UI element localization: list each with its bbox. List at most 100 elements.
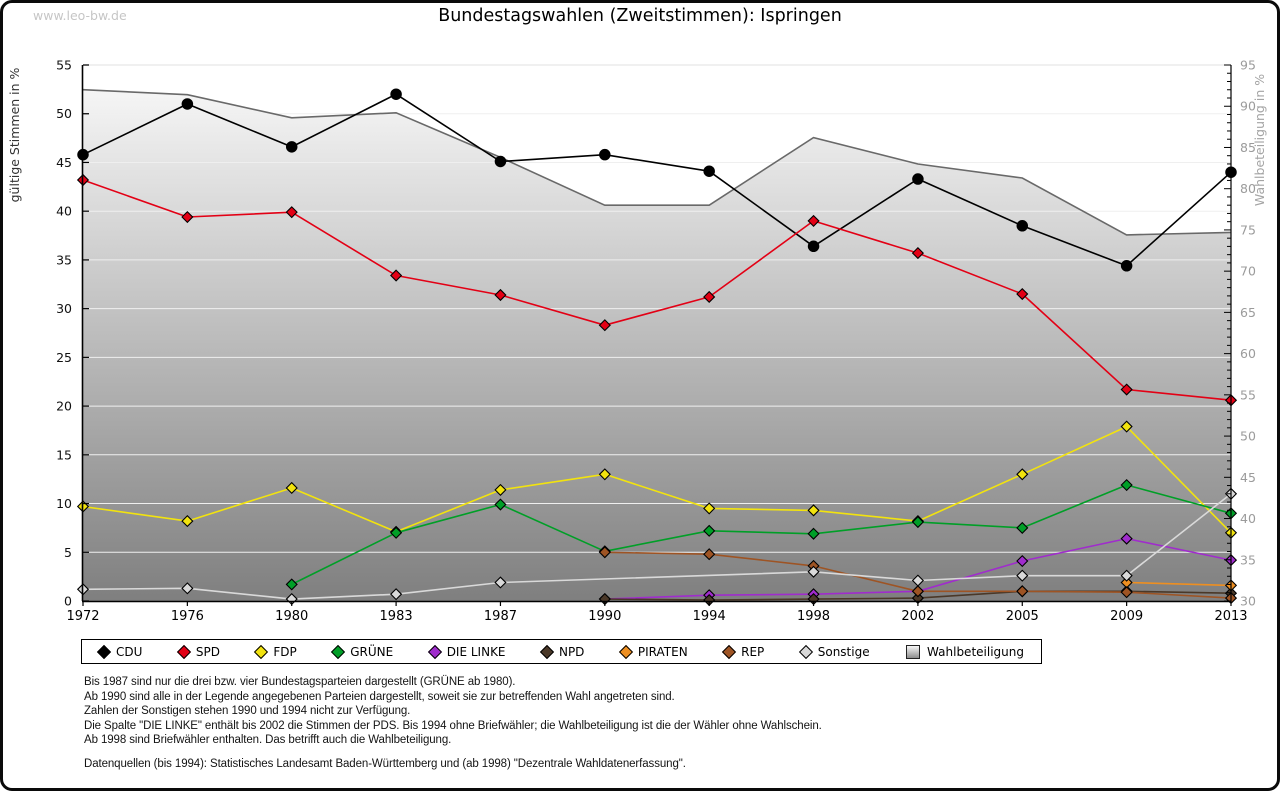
marker-fdp-1987	[494, 483, 507, 496]
series-line-piraten	[1126, 581, 1232, 587]
left-tick-label-30: 30	[56, 301, 72, 316]
legend-item-rep: REP	[722, 644, 764, 659]
series-line-gr-ne	[291, 484, 1232, 586]
marker-cdu-1987	[494, 155, 507, 168]
marker-spd-1983	[390, 269, 403, 282]
marker-fdp-1998	[807, 504, 820, 517]
legend-diamond-marker-die-linke	[427, 644, 442, 659]
legend-label-sonstige: Sonstige	[817, 644, 870, 659]
marker-spd-1980	[285, 206, 298, 219]
legend-item-spd: SPD	[176, 644, 220, 659]
marker-cdu-2009	[1120, 260, 1133, 272]
legend-label-gr-ne: GRÜNE	[350, 644, 394, 659]
right-tick-label-90: 90	[1240, 99, 1256, 114]
marker-cdu-2002	[912, 173, 924, 185]
left-tick-label-20: 20	[56, 399, 72, 414]
right-tick-label-60: 60	[1240, 346, 1256, 361]
footnote-line-2: Ab 1990 sind alle in der Legende angegeb…	[84, 690, 675, 703]
turnout-area	[83, 89, 1231, 601]
series-line-cdu	[82, 93, 1232, 267]
right-tick-label-70: 70	[1240, 264, 1256, 279]
marker-gr-ne-1994	[703, 524, 716, 537]
legend-label-cdu: CDU	[116, 644, 143, 659]
legend-diamond-marker-cdu	[96, 644, 112, 659]
legend-square-marker-wahlbeteiligung	[906, 644, 921, 659]
legend-item-npd: NPD	[539, 644, 584, 659]
marker-rep-1994	[703, 548, 716, 561]
left-tick-label-15: 15	[56, 447, 72, 462]
x-tick-label-1980: 1980	[275, 609, 308, 624]
x-tick-label-2013: 2013	[1214, 609, 1247, 624]
marker-sonstige-2009	[1120, 569, 1133, 582]
right-tick-label-55: 55	[1240, 387, 1256, 402]
axes: 0 5 10 15 20 25 30 35 40 45 50 55 30 35 40 45 50 55 60 65 70…	[7, 58, 1267, 625]
right-tick-label-85: 85	[1240, 140, 1256, 155]
x-tick-label-2009: 2009	[1110, 609, 1143, 624]
watermark-leo-bw: www.leo-bw.de	[33, 8, 127, 23]
left-tick-label-25: 25	[56, 350, 72, 365]
right-tick-label-75: 75	[1240, 222, 1256, 237]
series-sonstige	[76, 487, 1238, 606]
x-tick-label-2002: 2002	[901, 609, 934, 624]
marker-gr-ne-2002	[911, 515, 924, 529]
marker-spd-1994	[703, 290, 716, 304]
chart-title: Bundestagswahlen (Zweitstimmen): Ispring…	[438, 6, 842, 26]
legend-label-die-linke: DIE LINKE	[446, 644, 506, 659]
legend-label-spd: SPD	[195, 644, 220, 659]
marker-cdu-1998	[807, 240, 820, 253]
marker-spd-1998	[807, 214, 820, 228]
series-cdu	[77, 88, 1237, 272]
left-axis-title: gültige Stimmen in %	[7, 67, 22, 202]
footnotes: Bis 1987 sind nur die drei bzw. vier Bun…	[84, 675, 822, 771]
left-tick-label-40: 40	[56, 204, 72, 219]
legend-item-sonstige: Sonstige	[798, 644, 870, 659]
x-tick-label-2005: 2005	[1006, 609, 1039, 624]
legend-diamond-marker-spd	[176, 644, 191, 659]
legend-diamond-marker-fdp	[254, 644, 269, 659]
legend-label-wahlbeteiligung: Wahlbeteiligung	[927, 644, 1024, 659]
series-spd	[76, 173, 1238, 407]
legend-item-gr-ne: GRÜNE	[331, 644, 394, 659]
marker-gr-ne-1998	[807, 527, 820, 540]
left-tick-label-0: 0	[64, 594, 72, 609]
turnout-area-fill	[83, 89, 1231, 601]
marker-gr-ne-1980	[285, 578, 298, 591]
right-tick-label-45: 45	[1240, 470, 1256, 485]
marker-rep-2009	[1120, 586, 1133, 599]
x-tick-label-1994: 1994	[693, 609, 726, 624]
marker-rep-1990	[598, 546, 611, 559]
marker-cdu-1976	[181, 98, 194, 110]
marker-gr-ne-2005	[1016, 521, 1029, 534]
legend-label-piraten: PIRATEN	[637, 644, 688, 659]
right-tick-label-80: 80	[1240, 181, 1256, 196]
marker-sonstige-1976	[181, 582, 194, 595]
marker-gr-ne-1987	[494, 498, 507, 511]
legend-item-cdu: CDU	[96, 644, 143, 659]
legend-item-piraten: PIRATEN	[618, 644, 688, 659]
x-tick-label-1990: 1990	[588, 609, 621, 624]
right-tick-label-40: 40	[1240, 511, 1256, 526]
legend-box: CDU SPD FDP GRÜNE DIE LINKE NPD PIRATEN REP Sons…	[81, 639, 1042, 664]
chart-svg: 0 5 10 15 20 25 30 35 40 45 50 55 30 35 40 45 50 55 60 65 70…	[7, 58, 1267, 625]
series-line-sonstige	[82, 493, 1232, 600]
right-axis-title: Wahlbeteiligung in %	[1252, 74, 1267, 206]
legend-item-die-linke: DIE LINKE	[427, 644, 506, 659]
left-tick-label-55: 55	[56, 58, 72, 73]
marker-spd-2009	[1120, 383, 1133, 396]
left-tick-label-10: 10	[56, 496, 72, 511]
marker-spd-2002	[911, 247, 924, 260]
marker-gr-ne-1983	[390, 526, 403, 539]
legend-diamond-marker-gr-ne	[331, 644, 346, 659]
series-line-fdp	[82, 425, 1232, 534]
marker-gr-ne-2009	[1120, 478, 1133, 492]
marker-spd-1976	[181, 210, 194, 224]
footnote-line-4: Die Spalte "DIE LINKE" enthält bis 2002 …	[84, 719, 822, 732]
legend-item-fdp: FDP	[254, 644, 297, 659]
marker-sonstige-2005	[1016, 569, 1029, 582]
x-tick-label-1998: 1998	[797, 609, 830, 624]
legend-diamond-marker-piraten	[618, 644, 633, 659]
right-tick-label-95: 95	[1240, 58, 1256, 73]
marker-spd-1990	[598, 319, 611, 332]
right-tick-label-35: 35	[1240, 552, 1256, 567]
marker-rep-2002	[911, 585, 924, 598]
